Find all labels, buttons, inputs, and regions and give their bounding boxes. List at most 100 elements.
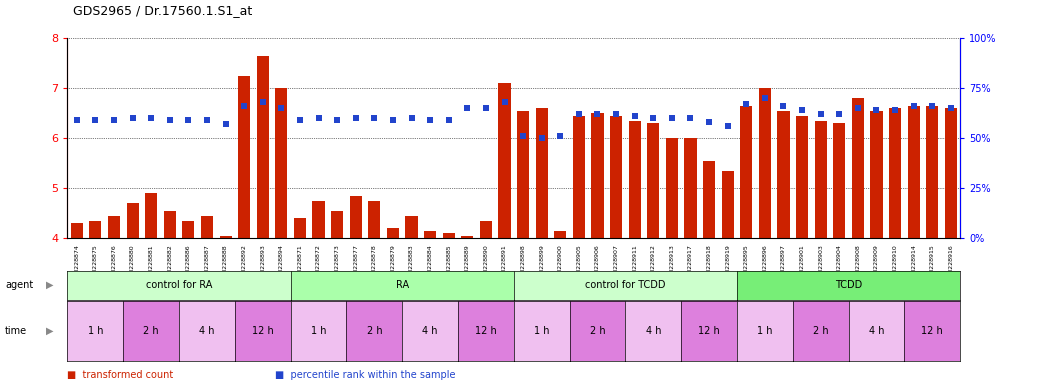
Bar xyxy=(406,216,417,238)
Point xyxy=(421,117,438,123)
Text: 12 h: 12 h xyxy=(699,326,720,336)
Bar xyxy=(648,123,659,238)
Point xyxy=(515,133,531,139)
Point xyxy=(69,117,85,123)
Text: 4 h: 4 h xyxy=(199,326,215,336)
Bar xyxy=(275,88,288,238)
Point xyxy=(682,115,699,121)
Bar xyxy=(442,233,455,238)
Text: 2 h: 2 h xyxy=(366,326,382,336)
Text: 4 h: 4 h xyxy=(646,326,661,336)
Point xyxy=(738,101,755,108)
Point xyxy=(162,117,179,123)
Text: control for RA: control for RA xyxy=(146,280,212,290)
Point xyxy=(106,117,122,123)
Bar xyxy=(331,210,344,238)
Bar xyxy=(350,196,362,238)
Bar xyxy=(108,216,120,238)
Text: 2 h: 2 h xyxy=(143,326,159,336)
Text: agent: agent xyxy=(5,280,33,290)
Point xyxy=(701,119,717,125)
Text: 12 h: 12 h xyxy=(252,326,274,336)
Bar xyxy=(164,210,175,238)
Bar xyxy=(256,56,269,238)
Point xyxy=(385,117,402,123)
Text: time: time xyxy=(5,326,27,336)
Bar xyxy=(201,216,213,238)
Text: 12 h: 12 h xyxy=(922,326,944,336)
Bar xyxy=(183,220,194,238)
Bar xyxy=(536,108,548,238)
Point xyxy=(87,117,104,123)
Point xyxy=(440,117,457,123)
Bar xyxy=(425,230,436,238)
Bar xyxy=(796,116,809,238)
Text: 1 h: 1 h xyxy=(310,326,326,336)
Text: control for TCDD: control for TCDD xyxy=(585,280,665,290)
Point xyxy=(273,105,290,111)
Bar xyxy=(815,121,826,238)
Point xyxy=(905,103,922,109)
Point xyxy=(590,111,606,118)
Bar xyxy=(238,76,250,238)
Point xyxy=(125,115,141,121)
Point xyxy=(329,117,346,123)
Point xyxy=(719,123,736,129)
Text: 1 h: 1 h xyxy=(757,326,772,336)
Bar xyxy=(387,228,399,238)
Bar xyxy=(71,223,83,238)
Bar xyxy=(665,138,678,238)
Bar xyxy=(777,111,790,238)
Point xyxy=(403,115,419,121)
Point xyxy=(496,99,513,105)
Text: 4 h: 4 h xyxy=(869,326,884,336)
Point xyxy=(292,117,308,123)
Point xyxy=(552,133,569,139)
Bar xyxy=(740,106,753,238)
Point xyxy=(924,103,940,109)
Bar xyxy=(759,88,771,238)
Bar xyxy=(461,236,473,238)
Text: ■  percentile rank within the sample: ■ percentile rank within the sample xyxy=(275,370,456,380)
Point xyxy=(571,111,588,118)
Text: 1 h: 1 h xyxy=(87,326,103,336)
Bar xyxy=(368,200,380,238)
Point xyxy=(459,105,475,111)
Bar xyxy=(945,108,957,238)
Point xyxy=(943,105,959,111)
Point xyxy=(849,105,866,111)
Text: 2 h: 2 h xyxy=(813,326,828,336)
Text: 1 h: 1 h xyxy=(534,326,549,336)
Bar xyxy=(480,220,492,238)
Bar xyxy=(703,161,715,238)
Text: ▶: ▶ xyxy=(46,280,53,290)
Bar xyxy=(889,108,901,238)
Point xyxy=(775,103,792,109)
Bar xyxy=(127,203,139,238)
Point xyxy=(663,115,680,121)
Text: 12 h: 12 h xyxy=(475,326,497,336)
Bar xyxy=(871,111,882,238)
Point xyxy=(626,113,643,119)
Bar xyxy=(684,138,696,238)
Point xyxy=(645,115,661,121)
Point xyxy=(180,117,196,123)
Bar xyxy=(610,116,622,238)
Point xyxy=(813,111,829,118)
Point xyxy=(608,111,625,118)
Bar xyxy=(312,200,325,238)
Point xyxy=(794,107,811,113)
Bar xyxy=(145,193,157,238)
Bar xyxy=(89,220,102,238)
Text: ■  transformed count: ■ transformed count xyxy=(67,370,173,380)
Text: ▶: ▶ xyxy=(46,326,53,336)
Bar xyxy=(517,111,529,238)
Point xyxy=(254,99,271,105)
Point xyxy=(143,115,160,121)
Bar xyxy=(219,236,231,238)
Point xyxy=(198,117,215,123)
Bar xyxy=(554,230,567,238)
Point xyxy=(348,115,364,121)
Point xyxy=(366,115,383,121)
Point xyxy=(310,115,327,121)
